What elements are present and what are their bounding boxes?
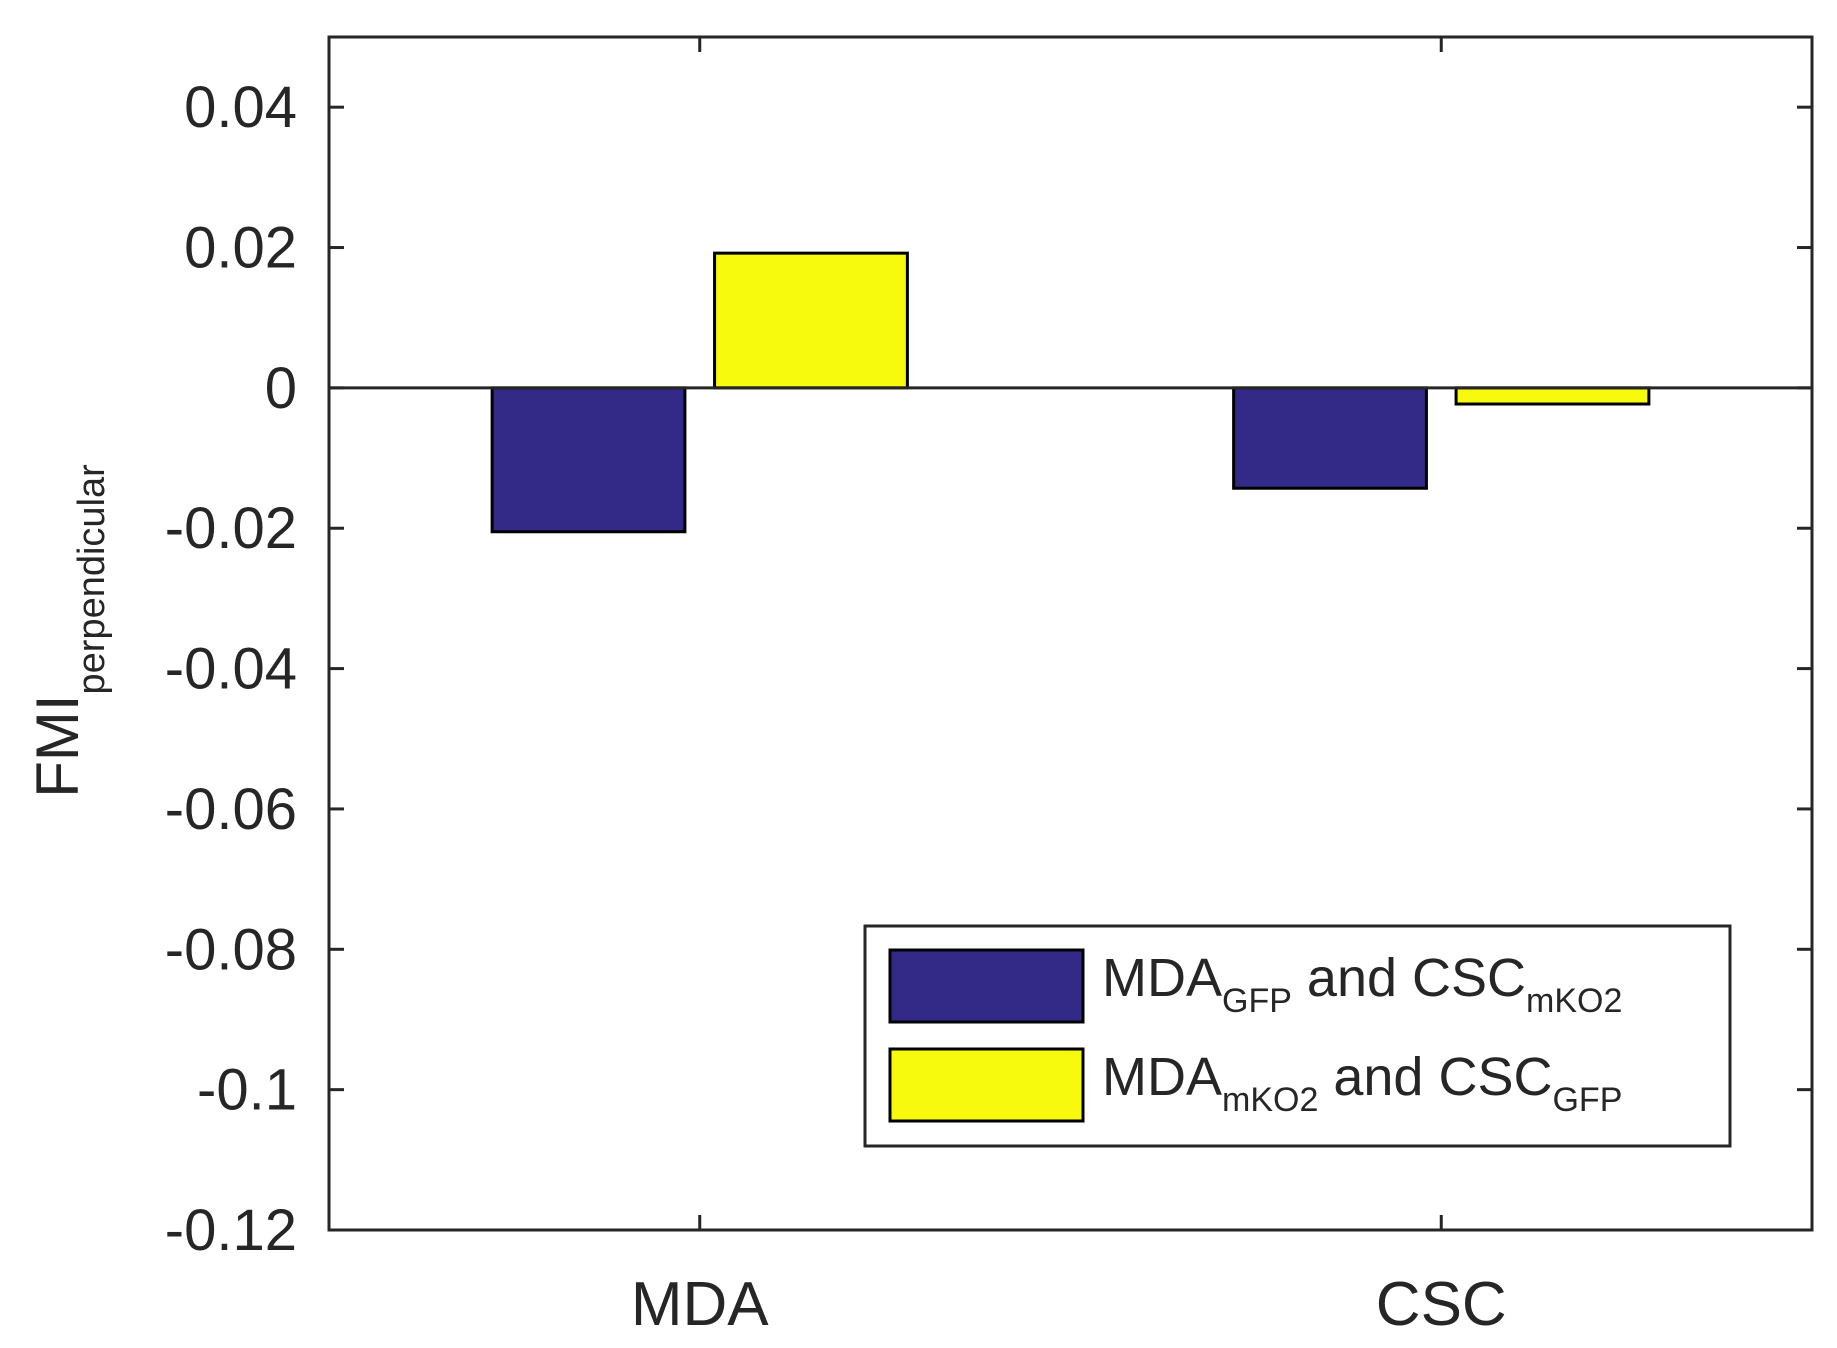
y-tick-label: 0.04 — [184, 75, 297, 140]
legend-swatch-series-1 — [888, 948, 1085, 1024]
legend-label-series-1: MDAGFP and CSCmKO2 — [1102, 948, 1622, 1020]
bar-csc-series-2 — [1454, 386, 1651, 406]
y-axis-label-main: FMI — [24, 694, 91, 797]
y-axis-label: FMIperpendicular — [24, 464, 113, 798]
x-tick-label: MDA — [631, 1270, 769, 1339]
y-tick-label: 0 — [265, 356, 297, 421]
y-axis-label-subscript: perpendicular — [71, 464, 113, 695]
y-tick-labels: 0.04 0.02 0 -0.02 -0.04 -0.06 -0.08 -0.1 -0.12 — [165, 75, 297, 1263]
y-tick-label: -0.02 — [165, 496, 297, 561]
y-tick-label: -0.08 — [165, 917, 297, 982]
legend-swatch-series-2 — [888, 1047, 1085, 1123]
legend: MDAGFP and CSCmKO2 MDAmKO2 and CSCGFP — [863, 924, 1732, 1148]
axis-ticks — [329, 37, 1812, 1232]
bar-mda-series-1 — [490, 386, 687, 534]
bars — [490, 251, 1651, 534]
x-tick-labels: MDA CSC — [631, 1270, 1507, 1339]
y-tick-label: -0.06 — [165, 777, 297, 842]
y-tick-label: 0.02 — [184, 216, 297, 281]
bar-mda-series-2 — [713, 251, 909, 390]
legend-label-series-2: MDAmKO2 and CSCGFP — [1102, 1047, 1622, 1119]
y-tick-label: -0.04 — [165, 637, 297, 702]
y-tick-label: -0.12 — [165, 1198, 297, 1263]
x-tick-label: CSC — [1376, 1270, 1507, 1339]
y-tick-label: -0.1 — [197, 1058, 297, 1123]
bar-csc-series-1 — [1232, 386, 1428, 490]
